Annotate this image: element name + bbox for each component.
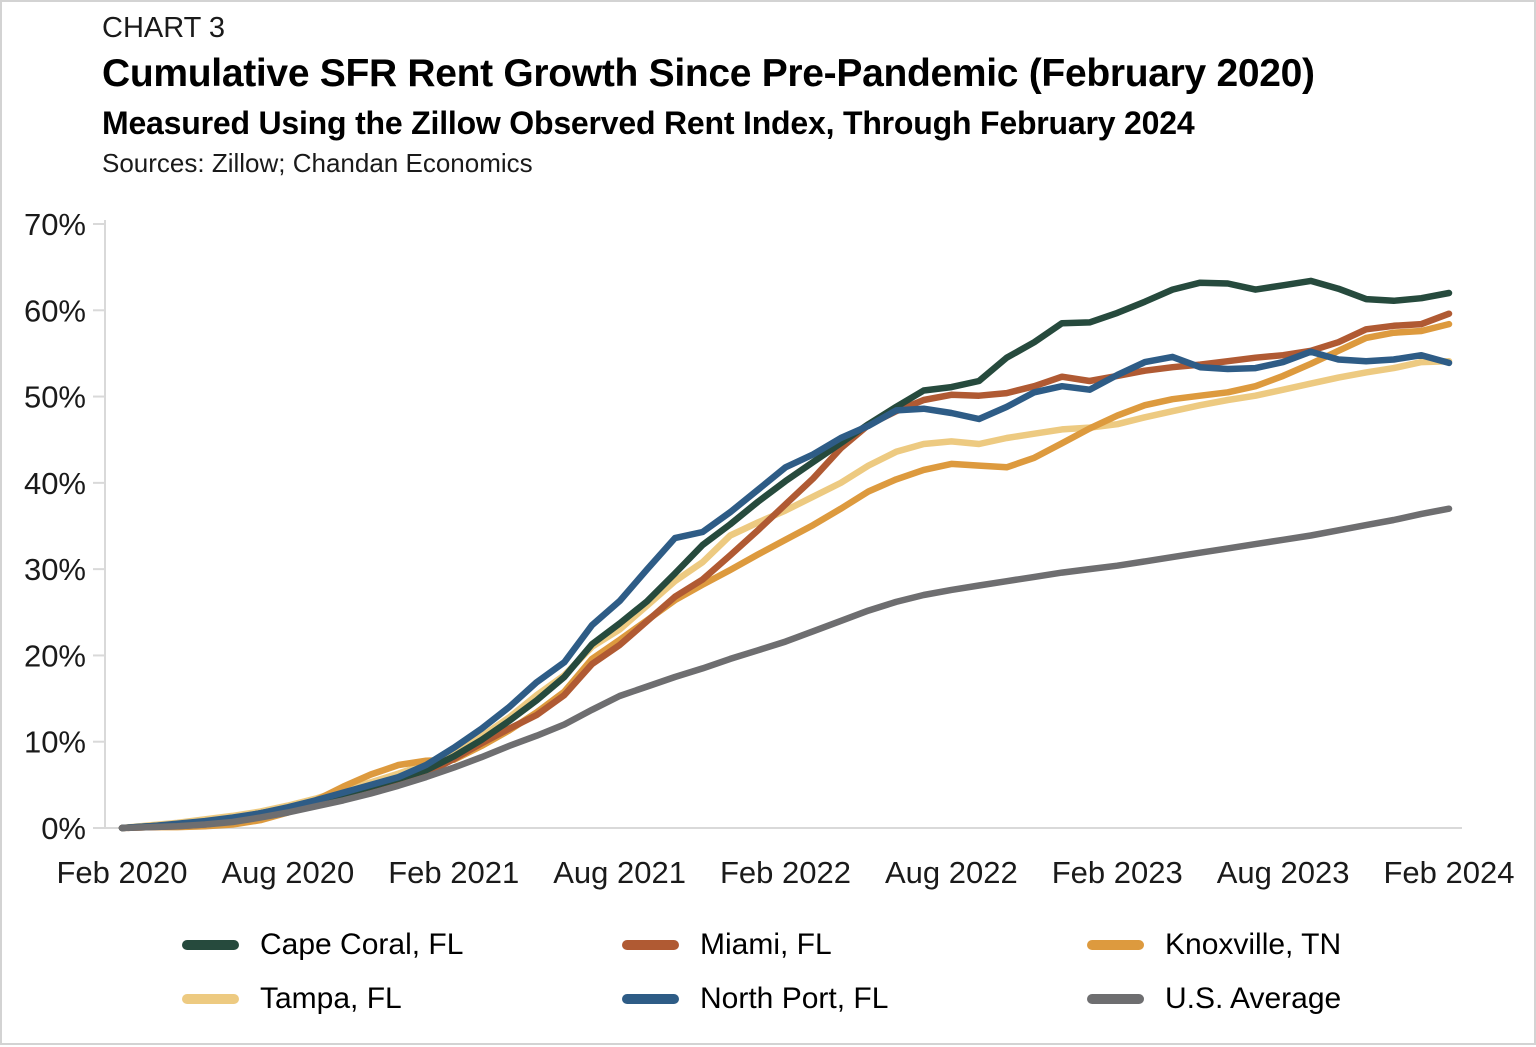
x-tick-label: Feb 2020: [57, 855, 188, 890]
legend-item-miami: Miami, FL: [622, 926, 1087, 964]
legend-item-tampa: Tampa, FL: [182, 980, 622, 1018]
legend-label-tampa: Tampa, FL: [260, 982, 402, 1015]
chart-sources: Sources: Zillow; Chandan Economics: [102, 148, 533, 178]
series-line-knoxville-tn: [118, 320, 1453, 832]
series-line-cape-coral-fl: [118, 277, 1453, 832]
y-tick-label: 60%: [24, 293, 86, 328]
x-tick-label: Aug 2022: [885, 855, 1018, 890]
legend-item-north-port: North Port, FL: [622, 980, 1087, 1018]
legend-swatch-tampa: [182, 994, 239, 1004]
legend-label-cape-coral: Cape Coral, FL: [260, 928, 464, 961]
legend-item-cape-coral: Cape Coral, FL: [182, 926, 622, 964]
x-tick-label: Aug 2020: [222, 855, 355, 890]
x-tick-label: Aug 2021: [553, 855, 686, 890]
chart-title: Cumulative SFR Rent Growth Since Pre-Pan…: [102, 52, 1315, 95]
legend-swatch-miami: [622, 940, 679, 950]
legend-swatch-knoxville: [1087, 940, 1144, 950]
series-line-north-port-fl: [118, 348, 1453, 832]
y-tick-label: 40%: [24, 466, 86, 501]
x-tick-label: Aug 2023: [1217, 855, 1350, 890]
legend-label-knoxville: Knoxville, TN: [1165, 928, 1342, 961]
legend-label-us-average: U.S. Average: [1165, 982, 1342, 1015]
x-tick-label: Feb 2021: [388, 855, 519, 890]
legend-item-us-average: U.S. Average: [1087, 980, 1482, 1018]
x-tick-label: Feb 2023: [1052, 855, 1183, 890]
series-line-u-s-average: [118, 505, 1453, 832]
y-tick-label: 30%: [24, 552, 86, 587]
legend-item-knoxville: Knoxville, TN: [1087, 926, 1482, 964]
y-tick-label: 70%: [24, 207, 86, 242]
legend-label-north-port: North Port, FL: [700, 982, 889, 1015]
y-tick-label: 20%: [24, 638, 86, 673]
series-line-miami-fl: [118, 310, 1453, 832]
chart-legend: Cape Coral, FL Miami, FL Knoxville, TN T…: [182, 926, 1482, 1018]
x-tick-label: Feb 2024: [1384, 855, 1515, 890]
x-tick-label: Feb 2022: [720, 855, 851, 890]
chart-header: CHART 3 Cumulative SFR Rent Growth Since…: [102, 12, 1315, 179]
series-line-tampa-fl: [118, 357, 1453, 832]
y-tick-label: 10%: [24, 725, 86, 760]
chart-subtitle: Measured Using the Zillow Observed Rent …: [102, 105, 1195, 141]
legend-swatch-north-port: [622, 994, 679, 1004]
legend-swatch-us-average: [1087, 994, 1144, 1004]
y-tick-label: 0%: [41, 811, 86, 846]
legend-swatch-cape-coral: [182, 940, 239, 950]
legend-label-miami: Miami, FL: [700, 928, 832, 961]
y-tick-label: 50%: [24, 380, 86, 415]
chart-number-label: CHART 3: [102, 12, 226, 44]
